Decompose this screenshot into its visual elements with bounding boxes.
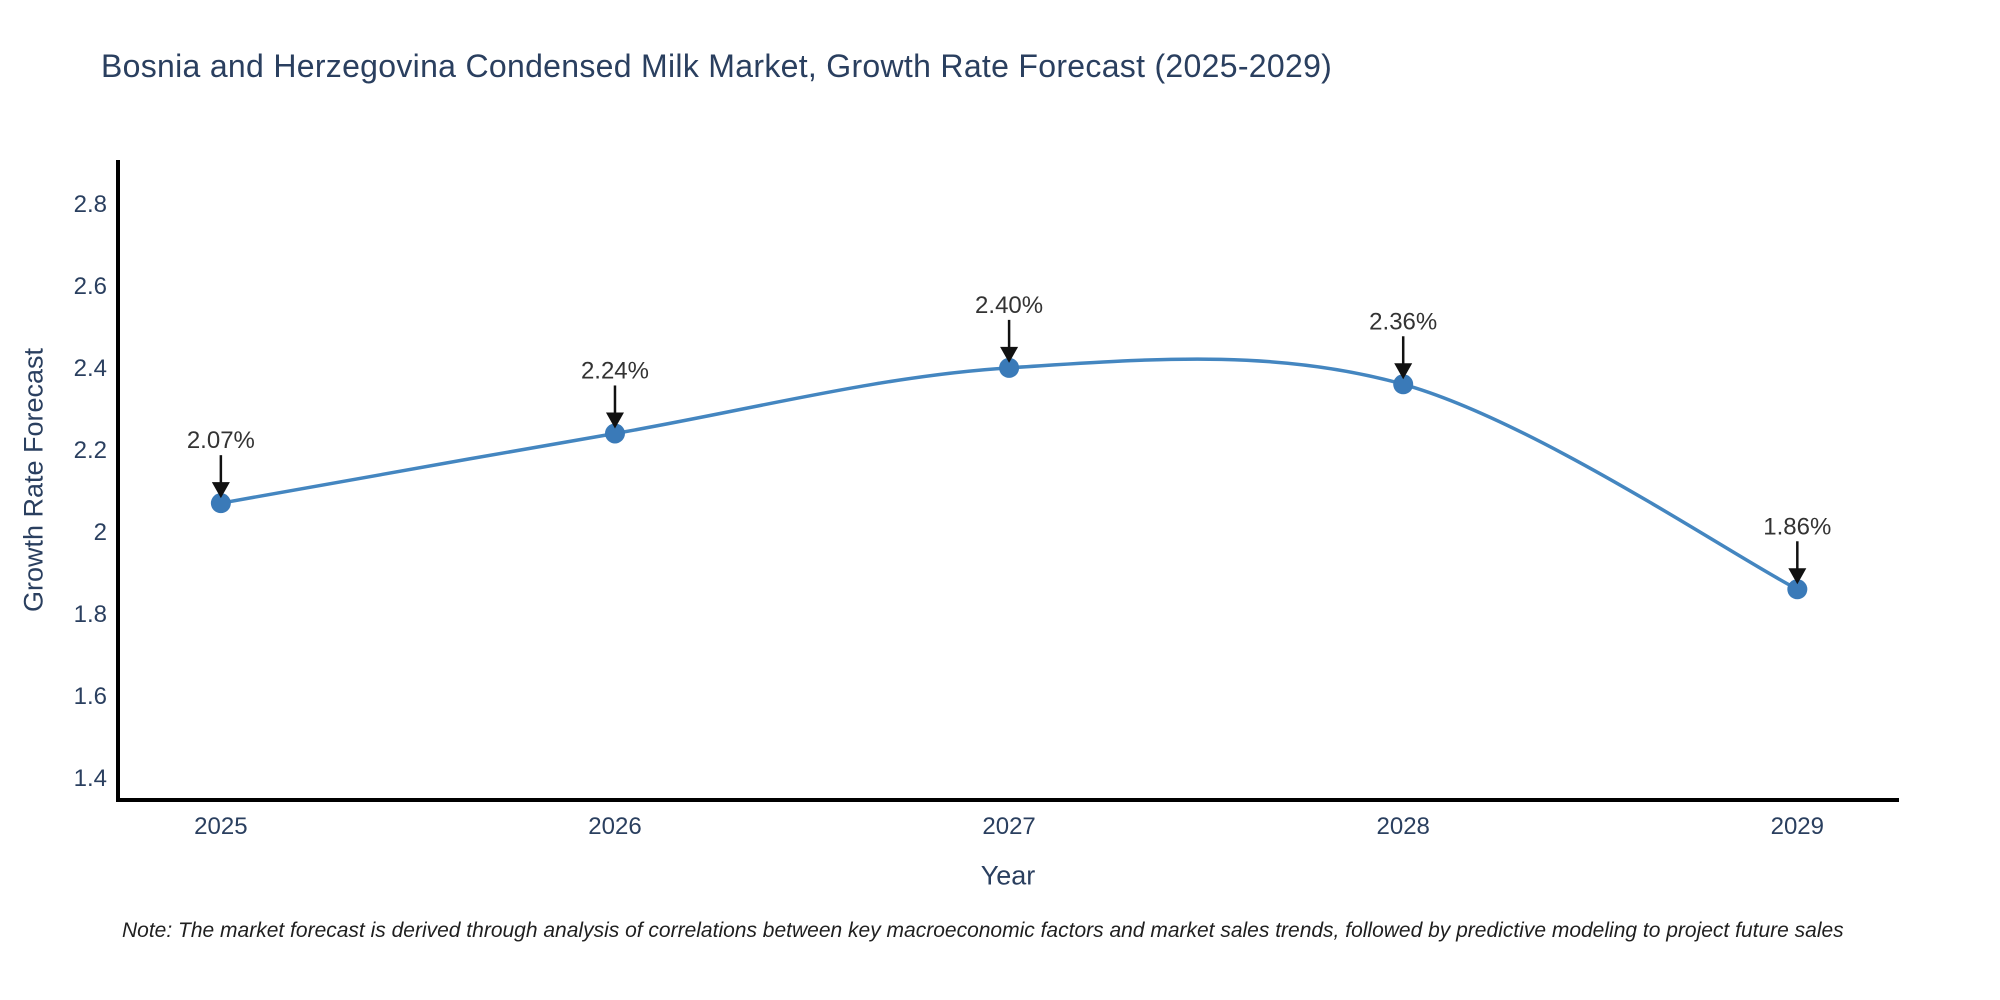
data-point-marker <box>999 357 1020 378</box>
point-value-label: 2.07% <box>187 427 255 454</box>
y-tick-label: 1.6 <box>74 683 107 710</box>
footnote: Note: The market forecast is derived thr… <box>122 919 1844 942</box>
x-tick-labels: 2025 2026 2027 2028 2029 <box>194 813 1824 840</box>
x-tick-label: 2027 <box>982 813 1035 840</box>
annotation-arrowhead-icon <box>1000 346 1019 363</box>
point-value-label: 2.24% <box>581 357 649 384</box>
x-tick-label: 2026 <box>588 813 641 840</box>
y-tick-label: 2.6 <box>74 273 107 300</box>
chart-title: Bosnia and Herzegovina Condensed Milk Ma… <box>101 48 1333 84</box>
x-tick-label: 2025 <box>194 813 247 840</box>
point-value-label: 2.40% <box>975 292 1043 319</box>
x-tick-label: 2029 <box>1771 813 1824 840</box>
y-tick-label: 1.4 <box>74 765 107 792</box>
annotation-arrowhead-icon <box>211 482 230 499</box>
x-tick-label: 2028 <box>1377 813 1430 840</box>
annotations: 2.07% 2.24% 2.40% 2.36% 1.86% <box>187 292 1831 585</box>
y-tick-label: 2 <box>94 519 107 546</box>
data-point-marker <box>1393 374 1414 395</box>
data-point-marker <box>210 493 231 514</box>
point-value-label: 1.86% <box>1763 513 1831 540</box>
data-point-marker <box>1787 579 1808 600</box>
annotation-arrowhead-icon <box>605 412 624 429</box>
annotation-arrowhead-icon <box>1788 568 1807 585</box>
forecast-line <box>219 357 1800 592</box>
y-tick-label: 2.8 <box>74 191 107 218</box>
y-tick-label: 2.4 <box>74 355 107 382</box>
point-value-label: 2.36% <box>1369 308 1437 335</box>
data-point-marker <box>604 423 625 444</box>
axes <box>116 160 1899 802</box>
y-tick-labels: 2.8 2.6 2.4 2.2 2 1.8 1.6 1.4 <box>74 191 107 792</box>
y-tick-label: 1.8 <box>74 601 107 628</box>
y-tick-label: 2.2 <box>74 437 107 464</box>
x-axis-title: Year <box>980 860 1036 891</box>
annotation-arrowhead-icon <box>1394 363 1413 380</box>
data-points <box>210 357 1808 600</box>
